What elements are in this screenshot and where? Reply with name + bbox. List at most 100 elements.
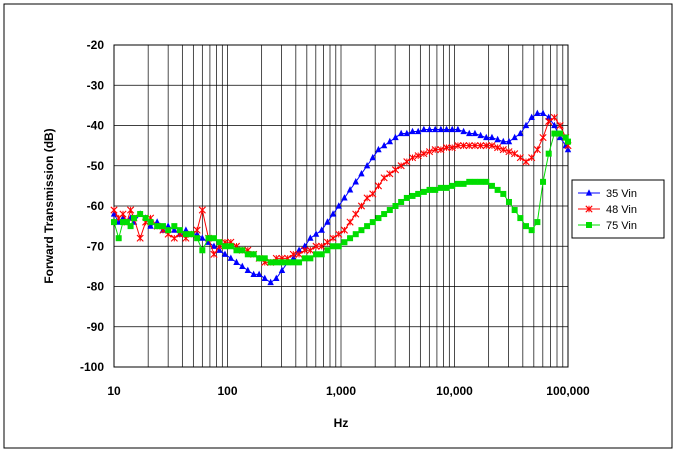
data-point xyxy=(564,145,572,153)
data-point xyxy=(477,178,484,185)
data-point xyxy=(460,127,467,135)
data-point xyxy=(306,246,314,254)
legend-label: 75 Vin xyxy=(606,220,637,232)
data-point xyxy=(341,239,348,246)
data-point xyxy=(352,231,359,238)
data-point xyxy=(352,210,360,218)
data-point xyxy=(403,194,410,201)
data-point xyxy=(216,246,223,253)
data-point xyxy=(483,178,490,185)
data-point xyxy=(511,207,518,214)
data-point xyxy=(164,222,172,229)
legend-label: 48 Vin xyxy=(606,204,637,216)
data-point xyxy=(545,117,553,126)
data-point xyxy=(142,215,149,222)
data-point xyxy=(409,192,416,199)
data-point xyxy=(233,247,240,254)
data-point xyxy=(414,127,422,135)
data-point xyxy=(398,198,405,205)
data-point xyxy=(534,109,541,117)
data-point xyxy=(511,133,518,141)
data-point xyxy=(199,234,206,241)
legend-item-35-vin: 35 Vin xyxy=(578,188,637,200)
data-point xyxy=(182,226,190,233)
series-75-vin xyxy=(111,130,571,266)
data-point xyxy=(511,150,519,158)
data-point xyxy=(261,255,268,262)
data-point xyxy=(454,142,462,150)
data-point xyxy=(565,138,571,145)
data-point xyxy=(443,184,450,191)
data-point xyxy=(244,251,251,258)
data-point xyxy=(227,243,234,250)
data-point xyxy=(477,131,484,139)
data-point xyxy=(194,235,201,242)
data-point xyxy=(323,238,331,246)
data-point xyxy=(374,182,383,190)
data-point xyxy=(375,215,382,222)
data-point xyxy=(397,129,405,137)
data-point xyxy=(403,158,411,166)
data-point xyxy=(539,109,547,117)
data-point xyxy=(130,215,137,222)
data-point xyxy=(477,142,485,150)
data-point xyxy=(165,227,172,234)
data-point xyxy=(340,226,349,234)
data-point xyxy=(505,148,513,156)
data-point xyxy=(126,206,135,214)
y-tick-label: -60 xyxy=(87,199,105,213)
data-point xyxy=(273,259,280,266)
legend-marker xyxy=(585,205,593,213)
data-point xyxy=(556,133,564,141)
data-point xyxy=(550,113,558,122)
data-point xyxy=(335,202,342,209)
data-point xyxy=(357,202,366,210)
data-point xyxy=(528,154,536,162)
data-point xyxy=(363,161,371,169)
data-point xyxy=(335,230,343,238)
data-point xyxy=(324,247,331,254)
data-point xyxy=(210,250,218,258)
x-tick-label: 100 xyxy=(217,384,237,398)
data-point xyxy=(221,243,228,250)
data-point xyxy=(329,234,337,242)
data-point xyxy=(403,129,411,137)
data-point xyxy=(295,246,303,253)
data-point xyxy=(425,148,434,156)
data-point xyxy=(551,121,558,129)
data-point xyxy=(392,203,399,209)
data-point xyxy=(267,259,274,266)
data-point xyxy=(545,113,552,121)
data-point xyxy=(494,135,501,143)
data-point xyxy=(330,243,337,250)
data-point xyxy=(499,146,507,154)
data-point xyxy=(522,121,530,129)
data-point xyxy=(448,144,456,152)
data-point xyxy=(415,190,422,197)
data-point xyxy=(408,154,417,162)
data-point xyxy=(341,194,348,201)
data-point xyxy=(205,235,212,242)
data-point xyxy=(250,270,257,278)
data-point xyxy=(442,144,451,152)
data-point xyxy=(562,134,569,141)
data-point xyxy=(278,259,285,266)
data-point xyxy=(176,227,183,234)
data-point xyxy=(539,133,547,142)
data-point xyxy=(171,226,178,233)
data-point xyxy=(557,130,564,137)
data-point xyxy=(386,207,393,214)
data-point xyxy=(289,250,297,258)
data-point xyxy=(170,234,178,242)
data-point xyxy=(517,129,524,137)
legend: 35 Vin 48 Vin 75 Vin xyxy=(571,179,665,239)
y-tick-label: -30 xyxy=(87,78,105,92)
data-point xyxy=(556,121,564,130)
data-point xyxy=(483,133,490,141)
data-point xyxy=(267,278,274,286)
data-point xyxy=(523,223,530,230)
data-point xyxy=(454,125,462,133)
data-point xyxy=(182,231,189,238)
data-point xyxy=(136,234,144,242)
